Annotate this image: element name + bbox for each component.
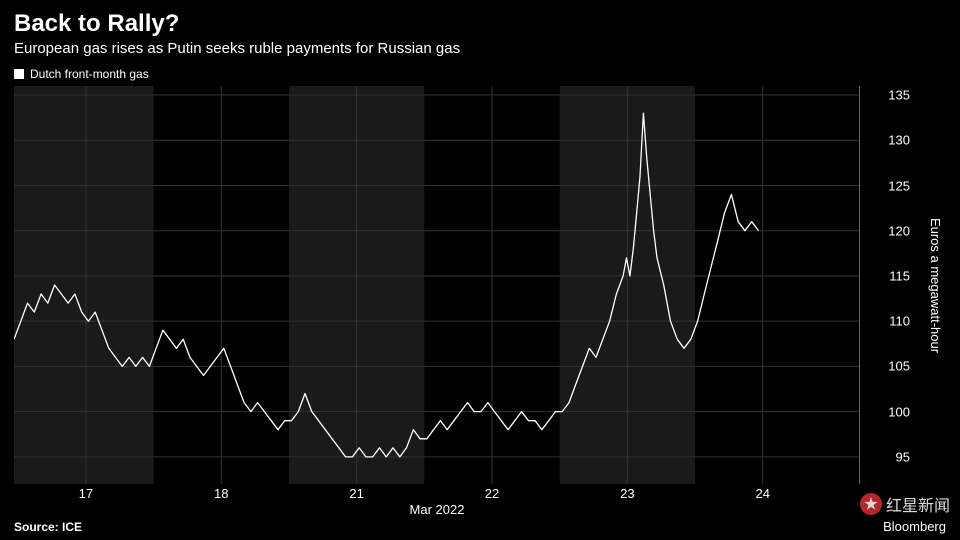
x-tick-label: 21 [349, 486, 363, 501]
y-tick-label: 135 [864, 88, 910, 103]
chart-header: Back to Rally? European gas rises as Put… [0, 0, 960, 63]
y-tick-label: 120 [864, 223, 910, 238]
chart-legend: Dutch front-month gas [0, 63, 960, 83]
y-axis-label-container: Euros a megawatt-hour [918, 86, 954, 484]
chart-title: Back to Rally? [14, 10, 946, 38]
chart-subtitle: European gas rises as Putin seeks ruble … [14, 40, 946, 57]
watermark: 红星新闻 [860, 492, 950, 516]
star-icon [860, 493, 882, 515]
x-axis-label: Mar 2022 [14, 502, 860, 517]
x-axis: 17 18 21 22 23 24 [14, 484, 860, 504]
price-chart-svg [14, 86, 860, 484]
y-tick-label: 95 [864, 449, 910, 464]
x-tick-label: 23 [620, 486, 634, 501]
brand-text: Bloomberg [883, 519, 946, 534]
x-tick-label: 18 [214, 486, 228, 501]
x-tick-label: 17 [79, 486, 93, 501]
source-text: Source: ICE [14, 520, 82, 534]
chart-area [14, 86, 860, 484]
legend-label: Dutch front-month gas [30, 67, 149, 81]
y-tick-label: 130 [864, 133, 910, 148]
watermark-text: 红星新闻 [886, 492, 950, 516]
y-tick-label: 125 [864, 178, 910, 193]
y-tick-label: 100 [864, 404, 910, 419]
y-tick-label: 110 [864, 314, 910, 329]
x-tick-label: 24 [755, 486, 769, 501]
y-axis: 95 100 105 110 115 120 125 130 135 [864, 86, 910, 484]
y-axis-label: Euros a megawatt-hour [929, 217, 944, 352]
x-tick-label: 22 [485, 486, 499, 501]
legend-marker-icon [14, 69, 24, 79]
y-tick-label: 105 [864, 359, 910, 374]
y-tick-label: 115 [864, 268, 910, 283]
